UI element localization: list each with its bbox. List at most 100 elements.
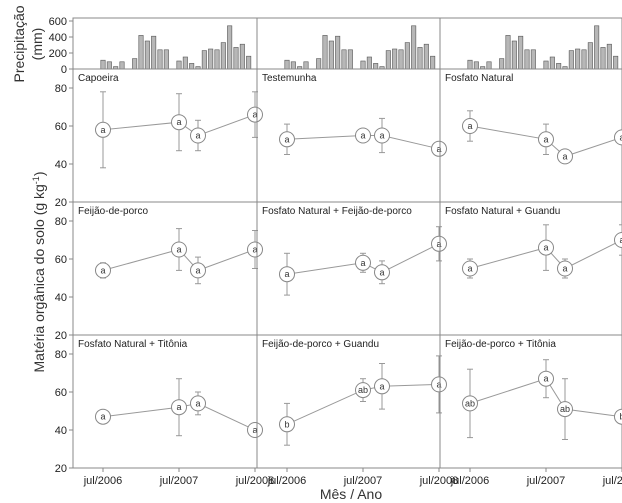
om-series-line — [102, 114, 256, 137]
om-point-label: ab — [465, 398, 475, 408]
precip-bar — [524, 49, 530, 70]
precip-bar — [138, 35, 144, 70]
om-panel: Feijão-de-porco a a a a — [72, 201, 263, 336]
precip-bar — [322, 35, 328, 70]
om-point-label: a — [467, 264, 472, 274]
precip-bar — [303, 61, 309, 70]
om-point — [614, 408, 622, 425]
om-series-line — [469, 125, 622, 157]
om-point — [557, 260, 573, 277]
main-ylabel-close: ) — [31, 171, 47, 176]
om-panel-frame — [439, 68, 622, 203]
precip-bar — [341, 49, 347, 70]
om-series-line — [469, 378, 622, 418]
om-point — [538, 131, 554, 148]
om-point — [355, 127, 371, 144]
precip-bar — [157, 49, 163, 70]
om-point-label: a — [436, 379, 441, 389]
om-point — [247, 241, 263, 258]
om-point — [557, 148, 573, 165]
om-point-label: a — [619, 132, 622, 142]
om-point — [431, 235, 447, 252]
om-point-label: a — [379, 131, 384, 141]
om-point — [374, 378, 390, 395]
om-point-label: a — [176, 117, 181, 127]
om-point — [431, 376, 447, 393]
om-point-label: a — [562, 151, 567, 161]
om-point-label: a — [176, 402, 181, 412]
precip-bar — [392, 48, 398, 70]
precip-bar — [430, 55, 436, 70]
precip-bar — [486, 61, 492, 70]
om-point-label: a — [100, 412, 105, 422]
om-point — [171, 241, 187, 258]
precip-bar — [151, 35, 157, 70]
om-point — [279, 416, 295, 433]
om-ytick-label: 20 — [55, 330, 67, 342]
om-point — [462, 395, 478, 412]
om-point-label: ab — [358, 385, 368, 395]
om-point-label: b — [284, 419, 289, 429]
precip-bar — [575, 48, 581, 70]
precip-bar — [385, 50, 391, 70]
om-ytick-label: 80 — [55, 216, 67, 228]
precip-bar — [366, 56, 372, 70]
om-ytick-label: 40 — [55, 159, 67, 171]
om-panel: Fosfato Natural + Titônia a a a a — [72, 334, 263, 469]
om-panel: Feijão-de-porco + Titônia ab a ab b — [439, 334, 622, 469]
om-point — [557, 401, 573, 418]
om-point-label: a — [360, 258, 365, 268]
om-ytick-label: 60 — [55, 254, 67, 266]
om-panel-title: Feijão-de-porco — [78, 206, 148, 217]
om-series-line — [286, 243, 440, 275]
xlabel: Mês / Ano — [320, 486, 382, 502]
precip-bar — [347, 49, 353, 70]
om-point-label: a — [284, 269, 289, 279]
om-point-label: a — [436, 144, 441, 154]
om-point-label: a — [100, 265, 105, 275]
om-point — [374, 127, 390, 144]
om-point-label: a — [379, 381, 384, 391]
main-ylabel-text: Matéria orgânica do solo (g kg — [31, 184, 47, 372]
precip-bar — [613, 55, 619, 70]
precip-bar — [518, 35, 524, 70]
precip-bar — [119, 61, 125, 70]
om-series-line — [286, 135, 440, 150]
om-panel-frame — [72, 334, 258, 469]
om-point-label: a — [284, 134, 289, 144]
om-panel-frame — [256, 334, 441, 469]
om-point-label: a — [436, 239, 441, 249]
om-xtick-label: jul/2006 — [83, 475, 123, 487]
precip-ytick-label: 0 — [61, 64, 67, 76]
precip-ylabel-line2: (mm) — [29, 28, 45, 61]
precip-bar — [182, 56, 188, 70]
om-point-label: a — [467, 121, 472, 131]
om-xtick-label: jul/2007 — [343, 475, 383, 487]
om-ytick-label: 20 — [55, 197, 67, 209]
om-point-label: a — [379, 267, 384, 277]
precip-bar — [594, 25, 600, 70]
precip-bar — [290, 61, 296, 70]
om-point-label: a — [543, 134, 548, 144]
precip-bar — [530, 49, 536, 70]
main-ylabel-exponent: -1 — [31, 176, 41, 184]
om-ytick-label: 60 — [55, 387, 67, 399]
om-point-label: b — [619, 412, 622, 422]
om-ytick-label: 40 — [55, 292, 67, 304]
om-point-label: ab — [560, 404, 570, 414]
precip-bar — [423, 43, 429, 70]
precip-bar — [208, 48, 214, 70]
om-point — [171, 399, 187, 416]
om-point — [247, 422, 263, 438]
main-ylabel: Matéria orgânica do solo (g kg-1) — [31, 171, 47, 372]
precip-bar — [233, 47, 239, 70]
om-ytick-label: 80 — [55, 349, 67, 361]
om-point-label: a — [252, 245, 257, 255]
precip-bar — [505, 35, 511, 70]
precip-bar — [404, 42, 410, 70]
precip-bar — [227, 25, 233, 70]
om-panel-title: Fosfato Natural — [445, 73, 513, 84]
om-point — [614, 232, 622, 248]
